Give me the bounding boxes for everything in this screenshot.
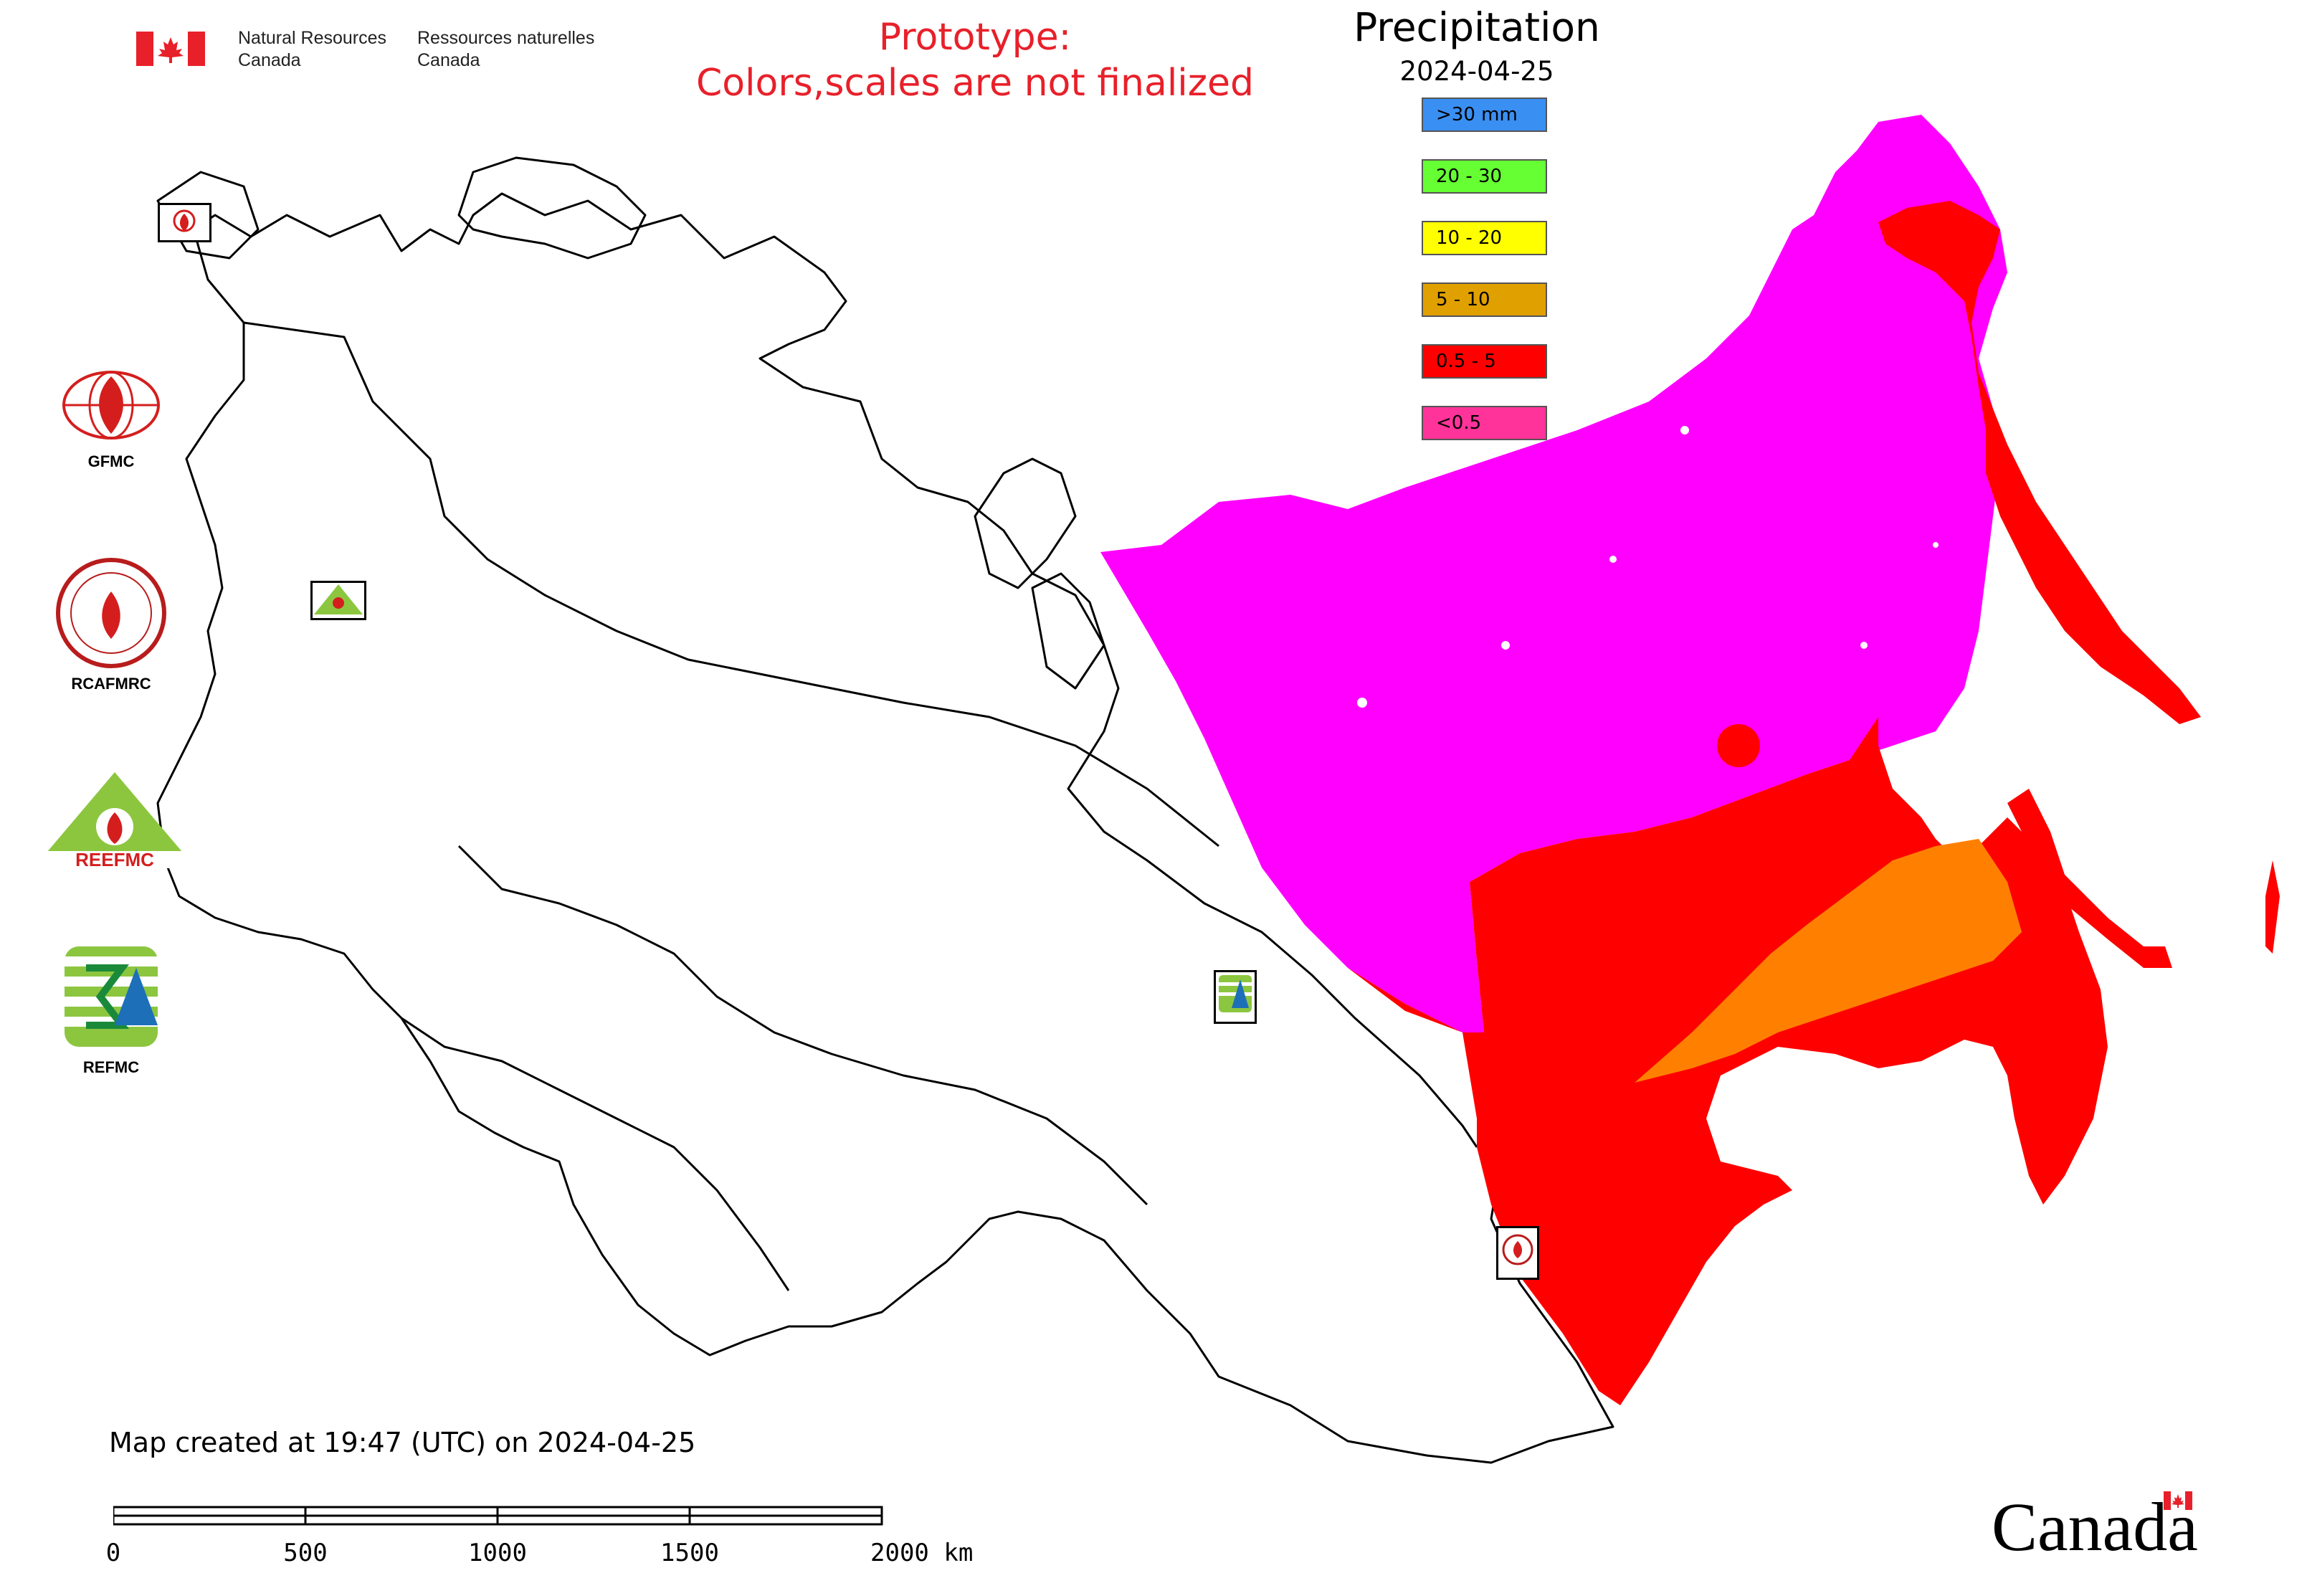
- canada-wordmark: Canada: [1992, 1487, 2198, 1567]
- sakhalin-island: [2007, 789, 2172, 968]
- precip-spot-mid: [1717, 724, 1760, 767]
- map-marker-rcafmrc: [1496, 1226, 1539, 1280]
- scale-label: 0: [105, 1539, 121, 1567]
- kola-peninsula: [457, 156, 647, 260]
- map-marker-reefmc: [310, 581, 366, 620]
- country-outline: [192, 192, 1478, 1148]
- legend-item: 5 - 10: [1422, 282, 1547, 317]
- gfmc-logo-icon: [62, 371, 160, 440]
- baltic-outline: [156, 171, 260, 260]
- svg-text:REEFMC: REEFMC: [75, 849, 154, 870]
- refmc-logo-icon: [65, 946, 158, 1047]
- scale-label: 2000 km: [870, 1539, 974, 1567]
- org-name-fr: Ressources naturelles Canada: [417, 28, 595, 70]
- scale-label: 1500: [660, 1539, 719, 1567]
- legend-item: 10 - 20: [1422, 221, 1547, 255]
- legend-title: Precipitation: [1354, 4, 1600, 50]
- precip-region-mid-north: [1878, 201, 2201, 724]
- precip-region-high: [1635, 839, 2022, 1083]
- partner-rcafmrc: RCAFMRC: [39, 556, 183, 693]
- rcafmrc-logo-icon: [56, 558, 166, 668]
- partner-label: RCAFMRC: [71, 675, 151, 693]
- inner-border-2: [457, 845, 1148, 1206]
- prototype-line-2: Colors,scales are not finalized: [695, 62, 1255, 105]
- legend-date: 2024-04-25: [1399, 56, 1554, 87]
- legend-item: >30 mm: [1422, 98, 1547, 132]
- scale-label: 500: [283, 1539, 328, 1567]
- yamal-peninsula: [1031, 572, 1105, 690]
- reefmc-logo-icon: REEFMC: [43, 772, 186, 870]
- map-created-timestamp: Map created at 19:47 (UTC) on 2024-04-25: [109, 1427, 696, 1458]
- novaya-zemlya: [974, 457, 1077, 589]
- wordmark-flag-icon: [2164, 1491, 2192, 1510]
- inner-border-1: [243, 321, 1219, 847]
- org-name-en: Natural Resources Canada: [238, 28, 387, 70]
- partner-refmc: REFMC: [39, 946, 183, 1077]
- prototype-line-1: Prototype:: [878, 16, 1072, 59]
- prototype-notice: Prototype: Colors,scales are not finaliz…: [617, 14, 1333, 106]
- inner-border-3: [401, 1017, 790, 1291]
- map-marker-refmc: [1214, 970, 1257, 1024]
- scale-label: 1000: [468, 1539, 527, 1567]
- kamchatka-tip: [2265, 860, 2280, 954]
- map-marker-gfmc: [158, 203, 211, 242]
- precip-region-low: [1100, 115, 2007, 1032]
- legend-item: 0.5 - 5: [1422, 344, 1547, 379]
- partner-label: GFMC: [87, 452, 135, 470]
- partner-gfmc: GFMC: [39, 362, 183, 471]
- western-border: [156, 323, 245, 861]
- scale-bar: 0 500 1000 1500 2000 km: [105, 1503, 973, 1582]
- partner-label: REFMC: [82, 1058, 140, 1076]
- wordmark-text: Canada: [1992, 1488, 2198, 1565]
- canada-flag-icon: [136, 32, 205, 66]
- legend-item: <0.5: [1422, 406, 1547, 440]
- legend-item: 20 - 30: [1422, 159, 1547, 194]
- southern-border: [163, 860, 1614, 1464]
- partner-reefmc: REEFMC: [36, 771, 194, 875]
